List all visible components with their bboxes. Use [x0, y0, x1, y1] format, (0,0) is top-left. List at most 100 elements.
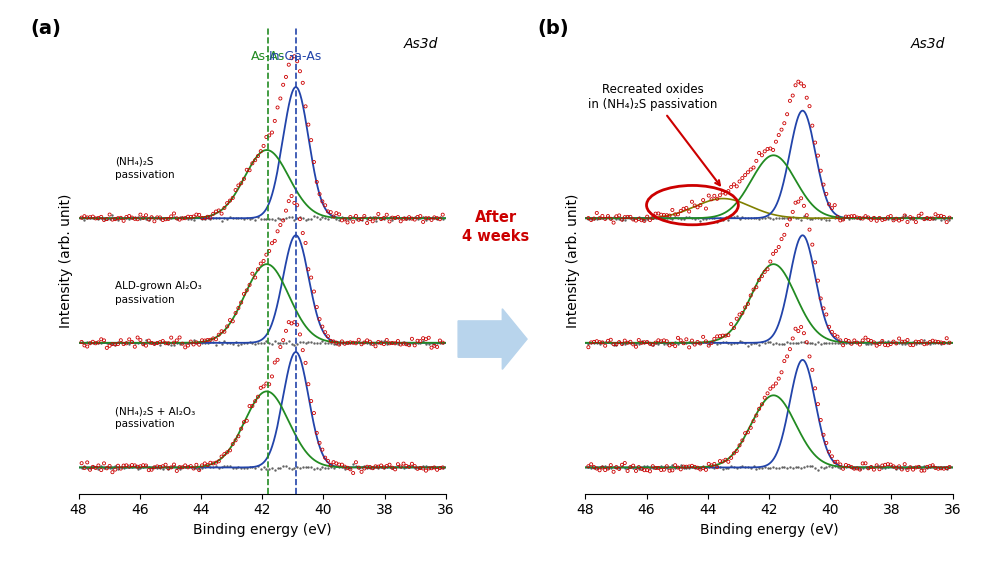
Point — [801, 102, 817, 111]
Point — [169, 466, 185, 475]
Point — [426, 213, 442, 222]
Point — [698, 204, 714, 213]
Point — [821, 200, 837, 209]
Point — [583, 215, 599, 224]
Point — [110, 339, 126, 348]
Point — [202, 213, 218, 222]
Point — [695, 338, 711, 347]
Point — [824, 204, 840, 213]
Point — [751, 404, 767, 413]
Point — [844, 339, 859, 348]
Point — [606, 212, 622, 221]
Point — [348, 458, 363, 467]
Point — [208, 207, 224, 216]
Point — [390, 462, 406, 471]
Point — [735, 173, 750, 182]
Point — [228, 186, 244, 195]
Point — [824, 328, 840, 337]
Point — [617, 463, 632, 472]
Point — [326, 458, 342, 467]
Point — [939, 214, 955, 223]
Point — [922, 338, 938, 347]
Point — [586, 337, 602, 346]
Point — [367, 342, 383, 351]
Point — [791, 214, 806, 223]
Point — [662, 339, 678, 348]
Point — [292, 338, 307, 347]
Point — [860, 213, 876, 222]
Point — [99, 343, 115, 352]
Point — [329, 462, 345, 471]
Point — [844, 211, 859, 220]
Point — [844, 463, 859, 472]
Point — [791, 77, 806, 86]
Point — [740, 168, 756, 177]
Point — [300, 337, 316, 346]
Point — [104, 339, 120, 348]
Point — [127, 213, 142, 222]
Point — [757, 462, 773, 471]
Point — [754, 338, 770, 347]
Point — [331, 215, 347, 224]
Point — [186, 340, 201, 349]
Point — [866, 338, 882, 347]
Point — [701, 214, 717, 223]
Point — [290, 201, 305, 210]
Point — [724, 339, 739, 348]
Point — [104, 463, 120, 472]
Point — [827, 339, 843, 348]
Point — [796, 82, 812, 91]
Point — [138, 335, 154, 344]
Point — [880, 459, 896, 468]
Point — [735, 213, 750, 222]
Point — [387, 339, 403, 348]
Point — [911, 213, 927, 222]
Point — [107, 215, 123, 224]
Point — [757, 147, 773, 156]
Point — [889, 465, 904, 473]
Point — [334, 213, 350, 222]
Point — [771, 374, 787, 383]
Point — [597, 341, 613, 350]
Point — [617, 339, 632, 348]
Point — [662, 466, 678, 475]
Point — [136, 339, 151, 348]
Point — [836, 214, 851, 223]
Text: (b): (b) — [537, 19, 570, 38]
Point — [191, 340, 207, 349]
Point — [659, 463, 675, 472]
Point — [113, 213, 129, 222]
Point — [183, 337, 198, 346]
Point — [343, 213, 358, 222]
Point — [636, 217, 652, 226]
Point — [343, 338, 358, 347]
Point — [178, 212, 193, 221]
Point — [202, 458, 218, 467]
Point — [267, 465, 283, 474]
Point — [287, 199, 302, 208]
Point — [748, 465, 764, 473]
Point — [346, 217, 361, 226]
Point — [163, 333, 179, 342]
Point — [838, 339, 853, 348]
Point — [278, 206, 294, 215]
Point — [119, 338, 135, 347]
Point — [287, 52, 302, 61]
Point — [821, 323, 837, 332]
Point — [684, 213, 700, 222]
Point — [833, 216, 848, 225]
Point — [597, 214, 613, 223]
Point — [284, 319, 300, 328]
Point — [612, 465, 627, 473]
Point — [679, 338, 694, 347]
Point — [740, 300, 756, 309]
Point — [765, 382, 781, 391]
Point — [317, 201, 333, 210]
Point — [656, 210, 672, 219]
Point — [300, 380, 316, 389]
Point — [197, 459, 213, 468]
Point — [742, 214, 758, 223]
Point — [77, 211, 92, 220]
Point — [942, 462, 957, 471]
Point — [580, 339, 596, 348]
